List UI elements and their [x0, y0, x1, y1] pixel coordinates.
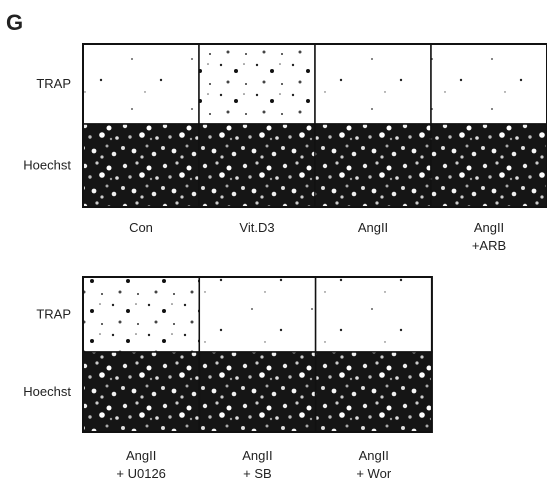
trap-image: [198, 43, 316, 125]
panel-border: [82, 43, 547, 208]
trap-image: [82, 43, 200, 125]
row-label: Hoechst: [23, 384, 71, 399]
panel-border: [82, 276, 433, 433]
column-label: Con: [129, 220, 153, 235]
column-label: + SB: [243, 466, 272, 481]
hoechst-image: [198, 351, 317, 433]
column-label: AngII: [359, 448, 389, 463]
column-label: AngII: [474, 220, 504, 235]
column-label: + U0126: [116, 466, 166, 481]
hoechst-image: [314, 123, 432, 208]
column-label: AngII: [126, 448, 156, 463]
column-label: + Wor: [356, 466, 391, 481]
row-label: Hoechst: [23, 158, 71, 173]
hoechst-image: [198, 123, 316, 208]
hoechst-image: [430, 123, 547, 208]
column-label: Vit.D3: [239, 220, 274, 235]
trap-image: [82, 276, 201, 353]
trap-image: [430, 43, 547, 125]
row-label: TRAP: [36, 307, 71, 322]
trap-image: [314, 276, 433, 353]
panel-label: G: [6, 10, 23, 35]
column-label: +ARB: [472, 238, 506, 253]
hoechst-image: [82, 123, 200, 208]
column-label: AngII: [242, 448, 272, 463]
trap-image: [198, 276, 317, 353]
hoechst-image: [82, 351, 201, 433]
column-label: AngII: [358, 220, 388, 235]
row-label: TRAP: [36, 76, 71, 91]
trap-image: [314, 43, 432, 125]
hoechst-image: [314, 351, 433, 433]
